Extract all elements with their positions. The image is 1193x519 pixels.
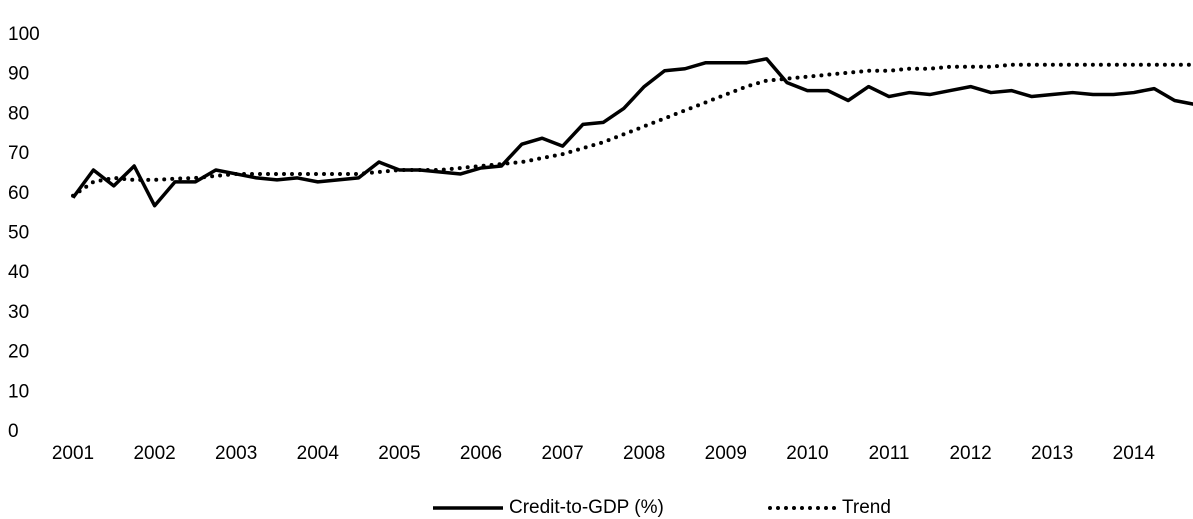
line-series xyxy=(71,62,1193,198)
x-tick-label: 2003 xyxy=(215,443,257,464)
x-tick-label: 2014 xyxy=(1113,443,1156,464)
x-tick-label: 2006 xyxy=(460,443,502,464)
y-tick-label: 90 xyxy=(8,64,29,85)
y-tick-label: 80 xyxy=(8,103,29,124)
y-tick-label: 60 xyxy=(8,183,29,204)
x-tick-label: 2005 xyxy=(378,443,420,464)
line-series xyxy=(71,57,1193,208)
legend-label: Credit-to-GDP (%) xyxy=(509,497,664,518)
x-tick-label: 2002 xyxy=(133,443,175,464)
x-tick-label: 2011 xyxy=(869,443,910,464)
x-tick-label: 2001 xyxy=(52,443,94,464)
x-tick-label: 2004 xyxy=(297,443,340,464)
y-tick-label: 30 xyxy=(8,302,29,323)
x-tick-label: 2008 xyxy=(623,443,665,464)
y-tick-label: 50 xyxy=(8,223,29,244)
y-tick-label: 20 xyxy=(8,342,29,363)
y-tick-label: 100 xyxy=(8,24,40,45)
y-tick-label: 0 xyxy=(8,421,19,442)
x-tick-label: 2013 xyxy=(1031,443,1073,464)
x-tick-label: 2010 xyxy=(786,443,828,464)
x-tick-label: 2012 xyxy=(949,443,991,464)
y-tick-label: 10 xyxy=(8,381,29,402)
y-tick-label: 70 xyxy=(8,143,29,164)
legend-label: Trend xyxy=(842,497,891,518)
x-tick-label: 2007 xyxy=(541,443,583,464)
x-tick-label: 2009 xyxy=(705,443,747,464)
y-tick-label: 40 xyxy=(8,262,29,283)
